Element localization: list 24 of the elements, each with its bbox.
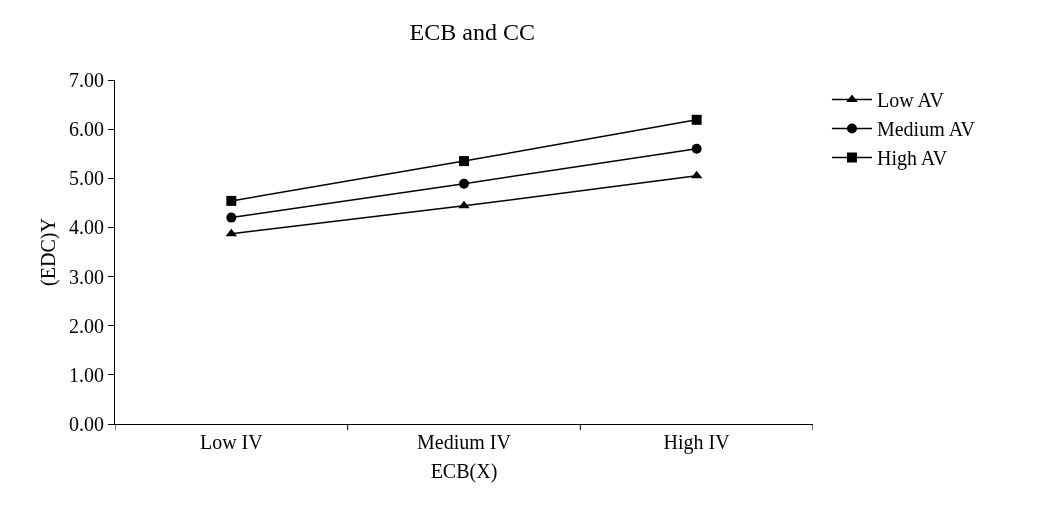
point bbox=[691, 143, 702, 154]
point bbox=[459, 178, 469, 189]
point bbox=[226, 212, 237, 223]
y-tick-label: 2.00 bbox=[69, 314, 104, 337]
legend-label: Low AV bbox=[876, 89, 945, 112]
point bbox=[458, 200, 470, 209]
legend-label: High AV bbox=[876, 147, 948, 171]
legend-label: Medium AV bbox=[876, 118, 976, 141]
point bbox=[691, 114, 702, 125]
y-tick-label: 3.00 bbox=[69, 265, 104, 288]
y-tick-label: 0.00 bbox=[69, 413, 104, 435]
point bbox=[459, 156, 469, 167]
y-axis-title: (EDC)Y bbox=[36, 218, 60, 286]
y-tick-label: 1.00 bbox=[69, 363, 104, 386]
x-tick-label: Low IV bbox=[199, 431, 264, 453]
y-tick-label: 6.00 bbox=[69, 118, 104, 141]
x-axis-title: ECB(X) bbox=[430, 459, 498, 483]
y-tick-label: 7.00 bbox=[69, 69, 104, 91]
y-tick-label: 4.00 bbox=[69, 216, 104, 239]
point bbox=[226, 195, 237, 206]
y-tick-label: 5.00 bbox=[69, 167, 104, 190]
chart-title: ECB and CC bbox=[409, 18, 535, 45]
x-tick-label: Medium IV bbox=[417, 431, 512, 453]
x-tick-label: High IV bbox=[663, 431, 731, 454]
